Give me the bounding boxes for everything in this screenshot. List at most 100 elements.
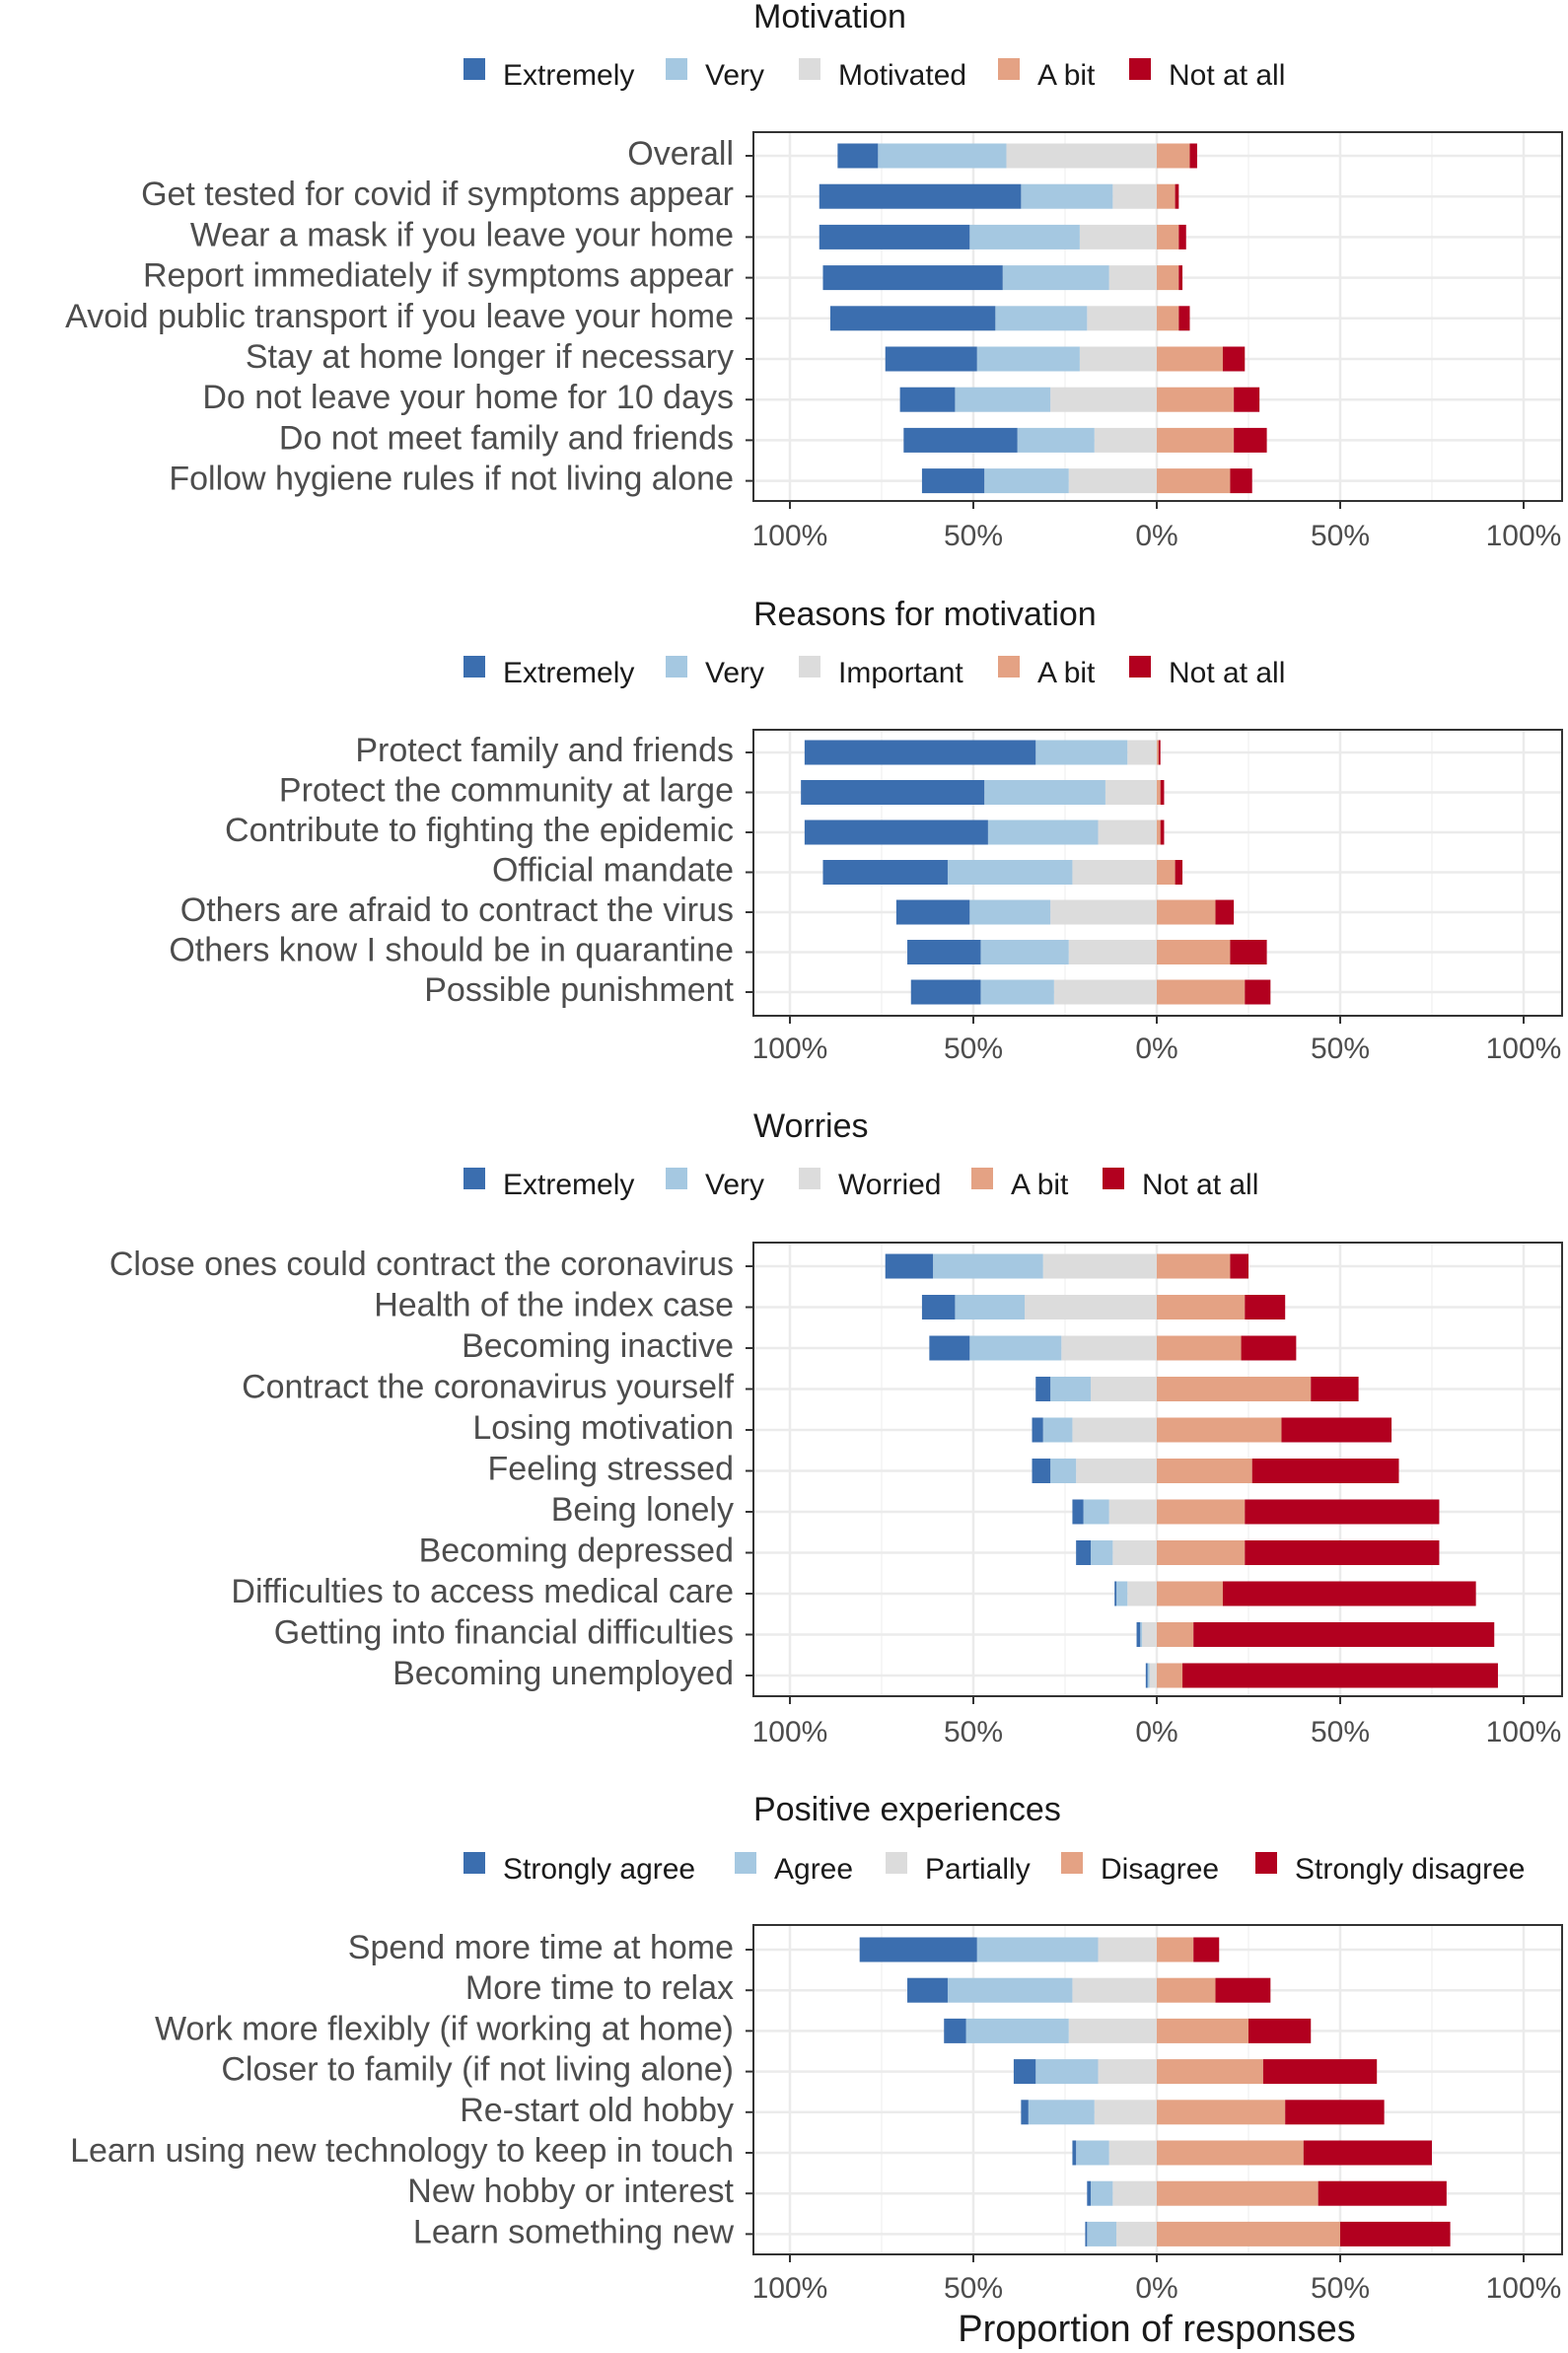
- legend-swatch: [886, 1852, 907, 1874]
- legend-label: Extremely: [503, 1169, 634, 1201]
- bar-not-at-all: [1178, 224, 1186, 250]
- bar-row: [1085, 2221, 1451, 2246]
- bar-disagree: [1157, 2140, 1304, 2166]
- bar-a-bit: [1157, 1459, 1252, 1483]
- bar-a-bit: [1157, 860, 1176, 885]
- bar-not-at-all: [1251, 1459, 1399, 1483]
- x-tick-label: 100%: [752, 1033, 828, 1065]
- category-label: Overall: [627, 135, 734, 173]
- bar-extremely: [1035, 1377, 1051, 1401]
- bar-partially: [1068, 2018, 1157, 2043]
- bar-a-bit: [1157, 1417, 1282, 1443]
- bar-extremely: [1032, 1459, 1051, 1483]
- bar-partially: [1098, 2059, 1157, 2085]
- panel-1: Motivation Extremely Very Motivated A bit Not…: [65, 0, 1563, 552]
- bar-extremely: [819, 224, 970, 250]
- legend-swatch: [735, 1852, 756, 1874]
- legend-swatch: [998, 58, 1020, 80]
- legend: Extremely Very Important A bit Not at all: [463, 656, 1285, 689]
- legend-swatch: [971, 1168, 993, 1189]
- category-label: Becoming unemployed: [392, 1655, 734, 1692]
- x-tick-label: 50%: [944, 2272, 1003, 2305]
- legend-label: Agree: [774, 1853, 853, 1886]
- legend-label: Partially: [925, 1853, 1031, 1886]
- category-label: Learn something new: [413, 2213, 735, 2250]
- bar-very: [1083, 1499, 1109, 1525]
- bar-very: [995, 306, 1088, 331]
- bar-row: [1035, 1377, 1359, 1401]
- bar-worried: [1072, 1417, 1157, 1443]
- bar-row: [895, 899, 1235, 925]
- legend-label: A bit: [1037, 59, 1096, 92]
- bar-strongly-disagree: [1248, 2018, 1312, 2043]
- legend-label: Very: [705, 59, 764, 92]
- bar-worried: [1149, 1663, 1157, 1688]
- bar-row: [819, 224, 1186, 250]
- bar-row: [921, 468, 1252, 494]
- bar-a-bit: [1157, 387, 1235, 412]
- bar-very: [1140, 1622, 1143, 1647]
- bar-very: [1091, 1540, 1113, 1565]
- bar-not-at-all: [1222, 346, 1246, 372]
- bar-very: [1116, 1581, 1128, 1606]
- bar-agree: [976, 1937, 1099, 1962]
- bar-very: [1042, 1417, 1073, 1443]
- bar-not-at-all: [1178, 265, 1183, 291]
- bar-partially: [1094, 2100, 1157, 2125]
- bar-not-at-all: [1230, 940, 1267, 964]
- bar-extremely: [804, 740, 1036, 765]
- legend-swatch: [1061, 1852, 1083, 1874]
- x-tick-label: 100%: [1486, 2272, 1562, 2305]
- bar-disagree: [1157, 1937, 1194, 1962]
- category-label: Being lonely: [551, 1491, 734, 1529]
- legend-label: Not at all: [1169, 59, 1285, 92]
- panel-2: Reasons for motivation Extremely Very Impor…: [169, 596, 1563, 1065]
- x-tick-label: 100%: [752, 1716, 828, 1748]
- legend-label: Extremely: [503, 657, 634, 689]
- bar-extremely: [822, 265, 1003, 291]
- bar-a-bit: [1157, 1581, 1223, 1606]
- legend-swatch: [463, 1168, 485, 1189]
- x-tick-label: 50%: [1311, 2272, 1370, 2305]
- x-tick-label: 100%: [1486, 520, 1562, 552]
- bar-a-bit: [1157, 899, 1216, 925]
- category-label: Re-start old hobby: [460, 2092, 734, 2129]
- bar-not-at-all: [1193, 1622, 1495, 1647]
- bar-very: [1147, 1663, 1150, 1688]
- bar-extremely: [829, 306, 996, 331]
- bar-agree: [947, 1977, 1073, 2003]
- bar-not-at-all: [1230, 468, 1252, 494]
- bar-a-bit: [1157, 468, 1231, 494]
- bar-a-bit: [1157, 224, 1179, 250]
- x-tick-label: 50%: [1311, 520, 1370, 552]
- legend-label: Motivated: [838, 59, 966, 92]
- bar-worried: [1076, 1459, 1157, 1483]
- bar-worried: [1091, 1377, 1157, 1401]
- x-tick-label: 100%: [1486, 1716, 1562, 1748]
- legend-swatch: [799, 1168, 820, 1189]
- x-tick-label: 50%: [1311, 1033, 1370, 1065]
- bar-row: [804, 820, 1165, 845]
- legend-swatch: [463, 58, 485, 80]
- bar-extremely: [837, 143, 879, 169]
- legend-swatch: [1129, 58, 1151, 80]
- bar-extremely: [1076, 1540, 1092, 1565]
- legend-label: Very: [705, 1169, 764, 1201]
- bar-row: [819, 183, 1179, 209]
- category-label: Do not leave your home for 10 days: [202, 379, 734, 416]
- legend-swatch: [666, 1168, 687, 1189]
- bar-row: [1013, 2059, 1378, 2085]
- legend-swatch: [998, 656, 1020, 677]
- legend: Extremely Very Worried A bit Not at all: [463, 1168, 1258, 1201]
- category-label: Work more flexibly (if working at home): [155, 2010, 734, 2047]
- bar-disagree: [1157, 2018, 1248, 2043]
- bar-row: [1114, 1581, 1476, 1606]
- category-label: Get tested for covid if symptoms appear: [141, 176, 734, 213]
- category-label: Protect the community at large: [279, 771, 734, 809]
- bar-not-at-all: [1241, 1335, 1297, 1361]
- bar-strongly-disagree: [1215, 1977, 1271, 2003]
- bar-partially: [1112, 2180, 1157, 2206]
- bar-row: [899, 387, 1260, 412]
- category-label: Possible punishment: [424, 971, 734, 1009]
- bar-worried: [1025, 1295, 1157, 1319]
